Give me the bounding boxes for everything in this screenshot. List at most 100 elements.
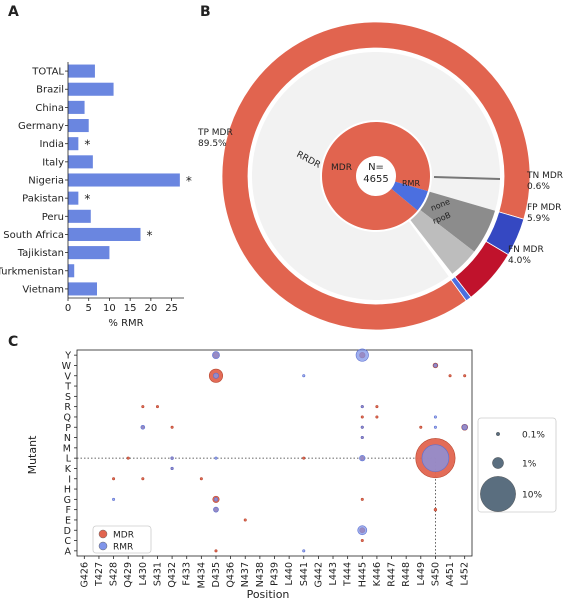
panel-b-rings <box>221 21 531 331</box>
y-tick-label: R <box>64 402 71 413</box>
panel-a-label: A <box>8 4 19 20</box>
panel-a-bars <box>68 64 180 296</box>
center-n-label: N= <box>368 162 384 173</box>
tp-mdr-pct: 89.5% <box>198 139 227 149</box>
x-tick-label: R447 <box>387 562 398 587</box>
panel-a-xlabel: % RMR <box>108 318 143 329</box>
bubble-mdr <box>302 456 306 460</box>
bar-pakistan <box>68 191 79 205</box>
y-tick-label: V <box>65 371 72 382</box>
bubble-rmr <box>360 436 364 440</box>
significance-marker: * <box>84 192 90 206</box>
y-tick-label: H <box>64 485 71 496</box>
size-legend-label: 1% <box>522 460 537 470</box>
bubble-mdr <box>360 415 364 419</box>
y-tick-label: M <box>63 443 71 454</box>
inner-slice-mdr <box>322 121 430 230</box>
panel-c-xlabel: Position <box>247 588 290 600</box>
mdr-inner-label: MDR <box>331 163 352 173</box>
bar-nigeria <box>68 173 180 187</box>
category-label: TOTAL <box>31 67 64 78</box>
bar-germany <box>68 119 89 133</box>
category-label: South Africa <box>3 230 64 241</box>
y-tick-label: P <box>65 423 71 434</box>
y-tick-label: Y <box>64 351 71 362</box>
bar-india <box>68 137 79 151</box>
x-tick-label: Q429 <box>123 562 134 588</box>
legend-marker-mdr <box>98 529 108 539</box>
bubble-mdr <box>463 374 467 378</box>
x-tick-label: T427 <box>94 562 105 587</box>
middle-slice-rrdr <box>251 51 500 300</box>
panel-c-axes: G426 T427 S428 Q429 L430 S431 Q432 F433 M434 D435… <box>62 349 473 588</box>
x-tick-label: 25 <box>165 303 178 314</box>
panel-b-donut-chart: B TP MDR 89.5% TN MDR 0.6% FP MDR 5.9% F… <box>197 4 563 331</box>
bubble-mdr <box>112 477 116 481</box>
significance-marker: * <box>186 174 192 188</box>
tn-separator <box>433 176 501 180</box>
x-tick-label: N438 <box>255 562 266 587</box>
bubble-rmr <box>355 348 369 362</box>
category-label: Brazil <box>36 85 64 96</box>
bubble-rmr <box>140 424 146 430</box>
size-legend-marker <box>480 476 516 512</box>
x-tick-label: D435 <box>211 562 222 587</box>
y-tick-label: T <box>64 382 71 393</box>
bubble-mdr <box>433 507 438 512</box>
outer-slice-tp-mdr <box>221 21 531 331</box>
bar-peru <box>68 209 91 223</box>
panel-c-bubbles <box>112 348 468 553</box>
x-tick-label: M434 <box>196 562 207 588</box>
bubble-mdr <box>126 456 130 460</box>
x-tick-label: P439 <box>270 562 281 586</box>
x-tick-label: 5 <box>86 303 92 314</box>
x-tick-label: L449 <box>416 562 427 585</box>
x-tick-label: S450 <box>430 562 441 586</box>
size-legend-marker <box>496 432 500 436</box>
x-tick-label: L430 <box>138 562 149 585</box>
tp-mdr-label: TP MDR <box>197 128 233 138</box>
fp-mdr-pct: 5.9% <box>527 214 550 224</box>
bubble-rmr <box>213 497 219 502</box>
bar-turkmenistan <box>68 264 75 278</box>
significance-marker: * <box>84 138 90 152</box>
outer-slice-fn-mdr <box>485 211 525 256</box>
category-label: India <box>39 139 64 150</box>
category-label: Germany <box>18 121 64 132</box>
y-tick-label: S <box>65 392 71 403</box>
bar-total <box>68 64 95 78</box>
y-tick-label: Q <box>64 412 71 423</box>
bubble-rmr <box>421 444 450 472</box>
middle-slice-none <box>410 210 475 274</box>
bar-brazil <box>68 82 114 96</box>
category-label: Italy <box>42 157 64 168</box>
fp-mdr-label: FP MDR <box>527 203 561 213</box>
bubble-rmr <box>212 351 220 360</box>
x-tick-label: Q432 <box>167 562 178 588</box>
fn-mdr-pct: 4.0% <box>508 256 531 266</box>
bubble-rmr <box>213 372 219 379</box>
legend-label-rmr: RMR <box>113 543 133 553</box>
x-tick-label: S441 <box>299 562 310 586</box>
inner-slice-rmr <box>391 181 428 211</box>
legend-marker-rmr <box>98 541 108 551</box>
bubble-rmr <box>170 456 174 460</box>
panel-c-bubble-chart: C G426 T427 S428 Q429 L430 S431 Q432 F433 M434 D4… <box>8 334 557 600</box>
tn-mdr-pct: 0.6% <box>527 182 550 192</box>
bubble-mdr <box>243 518 247 522</box>
y-tick-label: G <box>64 495 71 506</box>
x-tick-label: A451 <box>445 562 456 587</box>
category-label: Turkmenistan <box>0 266 64 277</box>
x-tick-label: K446 <box>372 562 383 586</box>
category-label: China <box>35 103 64 114</box>
size-legend-label: 10% <box>522 491 542 501</box>
y-tick-label: N <box>64 433 71 444</box>
bubble-mdr <box>141 405 145 409</box>
bubble-rmr <box>359 455 366 462</box>
bubble-mdr <box>375 405 379 409</box>
y-tick-label: C <box>64 536 71 547</box>
rmr-inner-label: RMR <box>402 179 420 188</box>
bubble-rmr <box>213 506 219 513</box>
bubble-mdr <box>448 374 452 378</box>
